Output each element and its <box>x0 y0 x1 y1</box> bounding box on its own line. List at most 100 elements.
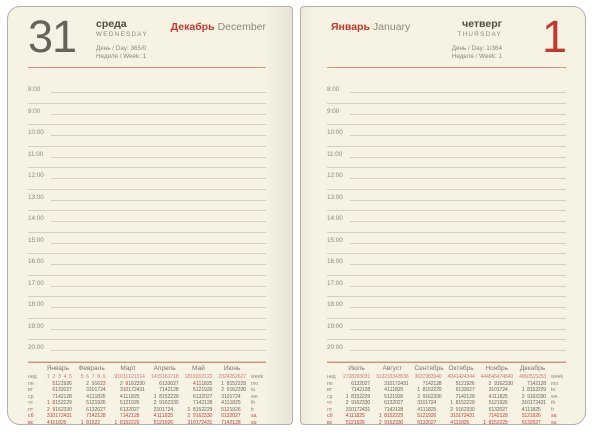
hour-row: 18:00 <box>327 301 566 323</box>
day-cell: 8 <box>86 419 89 426</box>
day-cell: 27 <box>469 387 475 393</box>
day-row: 1 8 15 22 29 <box>481 420 513 427</box>
day-cell <box>173 420 179 427</box>
week-number: 8 <box>97 374 100 380</box>
time-label: 15:00 <box>28 236 44 244</box>
day-row: 1 8 15 22 29 <box>44 400 72 407</box>
day-cell: 1 <box>345 393 349 400</box>
day-cell: 19 <box>201 387 207 393</box>
day-cell: 1 <box>450 400 453 406</box>
week-number: 34 <box>392 374 398 380</box>
ruled-line <box>350 199 566 201</box>
month-name: Март <box>120 365 136 372</box>
weekday-label: пн <box>327 380 333 387</box>
day-row: 1 8 15 22 29 <box>448 400 475 407</box>
day-cell: 30 <box>66 406 72 413</box>
day-cell: 17 <box>529 400 536 406</box>
day-cell: 1 <box>483 419 486 426</box>
day-cell: 30 <box>436 393 442 400</box>
day-cell: 26 <box>430 413 437 419</box>
time-label: 12:00 <box>327 172 343 179</box>
time-label: 8:00 <box>28 86 41 93</box>
day-cell: 9 <box>527 393 530 400</box>
day-cell: 20 <box>463 387 470 393</box>
day-cell: 18 <box>201 380 207 387</box>
day-cell: 28 <box>66 393 72 400</box>
day-cell: 6 <box>351 380 354 387</box>
right-page: Январь January четверг THURSDAY День / Da… <box>300 6 586 427</box>
day-cell <box>541 420 546 427</box>
week-number: 12 <box>128 374 134 380</box>
day-cell: 15 <box>195 406 202 413</box>
day-cell: 25 <box>60 419 67 426</box>
day-cell: 30 <box>469 406 475 413</box>
day-cell: 9 <box>192 413 196 419</box>
day-cell: 3 <box>46 413 50 419</box>
day-row: 3 10 17 24 31 <box>376 380 409 388</box>
day-cell: 24 <box>535 400 541 406</box>
weekday-label: fr <box>250 406 255 413</box>
day-cell: 3 <box>417 400 420 406</box>
day-cell: 26 <box>469 380 475 387</box>
weekday-label: вс <box>28 419 34 426</box>
day-cell: 14 <box>458 393 464 400</box>
day-row: 4 11 18 25 <box>448 420 475 427</box>
day-cell: 1 <box>153 393 157 400</box>
week-number: 18 <box>173 374 179 380</box>
time-label: 19:00 <box>28 322 44 330</box>
day-cell: 21 <box>94 413 101 419</box>
day-cell: 5 <box>455 380 459 387</box>
day-cell: 16 <box>529 393 536 400</box>
day-cell: 10 <box>49 413 56 419</box>
day-cell: 19 <box>229 406 236 413</box>
day-cell: 20 <box>529 419 536 426</box>
day-row: 7 14 21 28 <box>519 381 546 388</box>
day-cell: 25 <box>133 393 140 400</box>
day-cell: 8 <box>52 400 56 406</box>
day-cell: 19 <box>392 393 398 400</box>
day-cell: 7 <box>86 413 89 419</box>
day-cell: 17 <box>392 380 398 387</box>
day-row: 7 14 21 28 <box>481 413 513 420</box>
day-cell: 22 <box>128 419 134 426</box>
week-numbers-row: 18 19 20 21 22 <box>185 374 213 381</box>
day-cell: 21 <box>201 400 207 406</box>
day-row: 1 8 15 22 <box>78 420 106 427</box>
ruled-line <box>350 264 566 265</box>
right-weekday-ru: четверг <box>462 18 502 30</box>
day-cell: 13 <box>162 380 168 387</box>
day-row: 3 10 17 24 <box>78 387 106 394</box>
day-cell: 14 <box>122 413 129 419</box>
day-cell: 19 <box>353 419 360 426</box>
day-cell: 10 <box>122 387 129 393</box>
left-month-title: Декабрь December <box>171 22 266 33</box>
month-column: Январь 1 2 3 4 5 5 12 19 26 6 13 20 27 7 14 21 28 1 8 15 22 29… <box>41 365 75 426</box>
day-cell: 26 <box>100 400 106 406</box>
time-label: 19:00 <box>327 322 343 330</box>
day-cell: 10 <box>223 393 230 400</box>
left-day-counter: День / Day: 365/0 <box>96 45 147 52</box>
ruled-line <box>28 124 266 125</box>
day-cell: 29 <box>240 380 247 387</box>
day-cell: 10 <box>419 400 426 406</box>
day-cell: 3 <box>187 419 191 426</box>
day-cell: 4 <box>384 387 387 393</box>
weekday-label: ср <box>28 393 34 400</box>
day-cell: 15 <box>529 387 536 393</box>
day-cell: 9 <box>52 406 56 413</box>
day-cell: 11 <box>123 393 129 400</box>
day-row: 6 13 20 27 <box>519 420 546 427</box>
day-cell: 11 <box>50 419 56 426</box>
day-row: 6 13 20 27 <box>218 413 246 420</box>
day-cell: 8 <box>488 419 492 426</box>
day-cell: 20 <box>201 393 207 400</box>
week-number: 4 <box>63 374 67 380</box>
day-cell: 26 <box>66 380 72 387</box>
day-cell: 12 <box>386 393 393 400</box>
day-cell: 10 <box>524 400 530 406</box>
day-cell: 30 <box>206 413 213 419</box>
day-cell: 15 <box>122 419 129 426</box>
day-cell: 23 <box>100 380 106 387</box>
day-cell: 14 <box>386 406 393 413</box>
